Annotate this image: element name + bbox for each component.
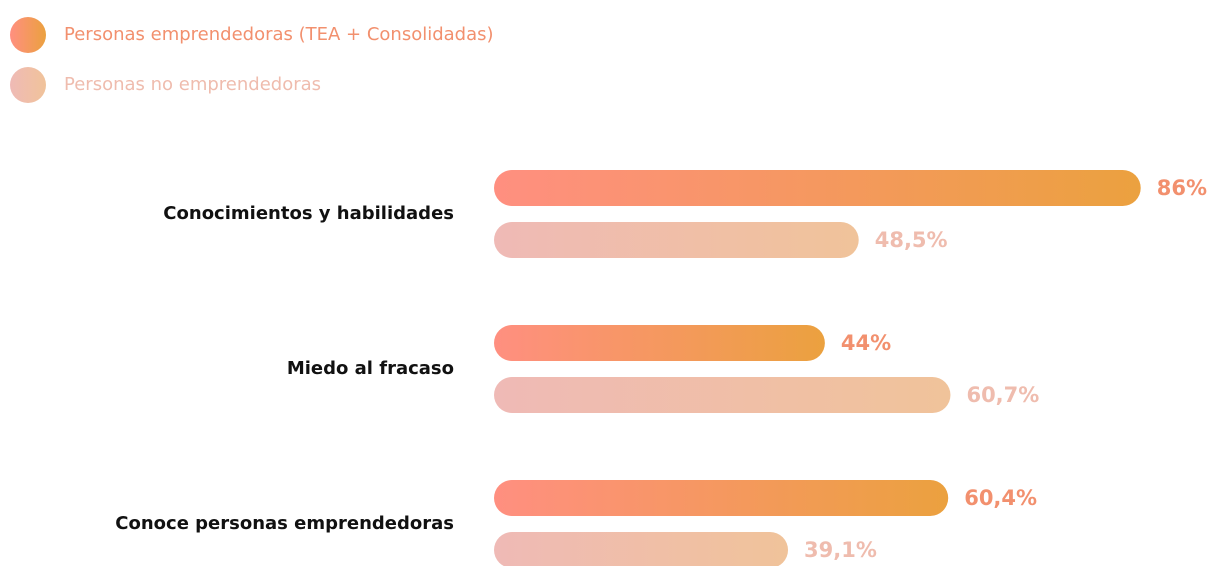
value-label: 39,1% [804,538,877,562]
category-label: Conocimientos y habilidades [163,203,454,224]
value-label: 44% [841,331,891,355]
legend-label: Personas no emprendedoras [64,74,321,95]
category-label: Conoce personas emprendedoras [115,513,454,534]
bar [494,325,825,361]
value-label: 48,5% [875,228,948,252]
category-label: Miedo al fracaso [287,358,454,379]
bar [494,222,859,258]
value-label: 86% [1157,176,1207,200]
legend-swatch [10,67,46,103]
bar [494,480,949,516]
legend-label: Personas emprendedoras (TEA + Consolidad… [64,24,494,45]
value-label: 60,4% [964,486,1037,510]
legend-swatch [10,17,46,53]
value-label: 60,7% [966,383,1039,407]
bar [494,170,1141,206]
bar [494,377,951,413]
bar [494,532,789,566]
